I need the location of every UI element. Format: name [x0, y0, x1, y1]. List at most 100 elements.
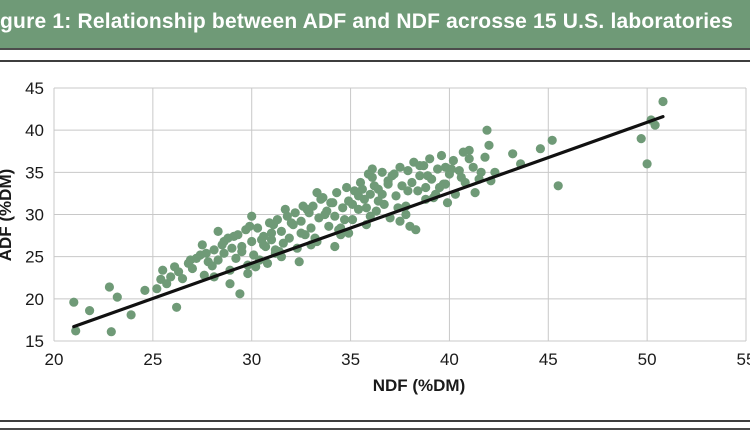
data-point: [286, 218, 296, 228]
data-point: [266, 235, 277, 245]
data-point: [237, 241, 247, 252]
data-point: [377, 167, 387, 177]
data-point: [231, 253, 241, 263]
data-point: [266, 228, 277, 238]
data-point: [294, 257, 304, 267]
data-point: [162, 279, 172, 289]
data-point: [650, 120, 660, 130]
data-point: [357, 184, 367, 194]
x-tick-label: 20: [45, 350, 64, 369]
data-point: [403, 186, 413, 196]
y-tick-label: 45: [25, 79, 44, 98]
y-tick-label: 40: [25, 121, 44, 140]
data-point: [219, 236, 229, 247]
data-point: [152, 284, 162, 294]
data-point: [482, 125, 492, 135]
data-point: [247, 236, 257, 247]
data-point: [535, 144, 546, 154]
data-point: [199, 270, 209, 280]
data-point: [158, 265, 168, 275]
x-tick-label: 55: [737, 350, 750, 369]
x-tick-label: 35: [341, 350, 360, 369]
data-point: [174, 267, 184, 277]
data-point: [278, 238, 288, 248]
tick-labels: 202530354045505515202530354045: [25, 79, 750, 369]
data-point: [377, 189, 387, 199]
data-point: [187, 263, 197, 274]
data-point: [464, 154, 474, 164]
data-point: [401, 209, 411, 220]
data-point: [468, 162, 478, 172]
data-point: [304, 208, 314, 218]
data-point: [395, 162, 405, 172]
data-point: [425, 154, 435, 164]
data-point: [296, 216, 306, 226]
y-tick-label: 20: [25, 290, 44, 309]
data-point: [365, 189, 375, 199]
data-point: [553, 181, 563, 191]
data-point: [262, 258, 273, 268]
data-point: [268, 220, 279, 230]
data-point: [373, 196, 383, 206]
data-point: [636, 134, 646, 144]
data-point: [363, 169, 373, 179]
x-axis-label: NDF (%DM): [373, 376, 466, 395]
data-point: [415, 171, 425, 181]
y-tick-label: 15: [25, 332, 44, 351]
data-point: [177, 274, 188, 284]
data-point: [338, 203, 348, 213]
data-point: [342, 182, 352, 193]
data-point: [253, 223, 263, 233]
data-point: [201, 248, 211, 258]
data-point: [106, 327, 116, 337]
trendline-group: [72, 115, 665, 329]
trendline: [72, 115, 665, 329]
data-point: [421, 182, 431, 193]
data-point: [456, 172, 466, 182]
data-point: [413, 186, 423, 196]
title-bar: igure 1: Relationship between ADF and ND…: [0, 0, 750, 50]
data-point: [290, 208, 300, 218]
data-point: [347, 215, 358, 225]
data-point: [415, 161, 425, 171]
y-axis-label: ADF (%DM): [0, 169, 15, 262]
data-point: [395, 216, 405, 226]
data-point: [332, 188, 342, 198]
data-point: [259, 240, 269, 250]
data-point: [371, 206, 381, 216]
data-point: [247, 211, 257, 221]
x-tick-label: 30: [242, 350, 261, 369]
data-point: [547, 135, 557, 145]
data-point: [470, 188, 480, 198]
x-tick-label: 40: [440, 350, 459, 369]
data-point: [440, 162, 451, 172]
data-point: [340, 215, 350, 225]
data-point: [172, 302, 182, 312]
data-point: [316, 194, 326, 204]
data-point: [434, 182, 445, 193]
data-point: [284, 233, 294, 243]
data-point: [213, 255, 223, 265]
data-point: [423, 171, 433, 181]
grid-lines: [53, 87, 747, 342]
data-point: [642, 159, 652, 169]
data-point: [508, 149, 518, 159]
data-point: [251, 262, 261, 272]
data-point: [280, 204, 290, 214]
data-point: [245, 221, 255, 231]
data-point: [436, 150, 447, 161]
x-tick-label: 45: [539, 350, 558, 369]
chart-title: igure 1: Relationship between ADF and ND…: [0, 10, 734, 33]
data-point: [448, 155, 458, 166]
data-point: [484, 140, 494, 150]
data-point: [235, 289, 245, 299]
data-point: [476, 167, 486, 177]
data-point: [225, 279, 235, 289]
data-point: [407, 177, 417, 188]
data-point: [229, 231, 239, 241]
x-tick-label: 50: [638, 350, 657, 369]
data-point: [185, 255, 195, 265]
data-point: [312, 188, 322, 198]
